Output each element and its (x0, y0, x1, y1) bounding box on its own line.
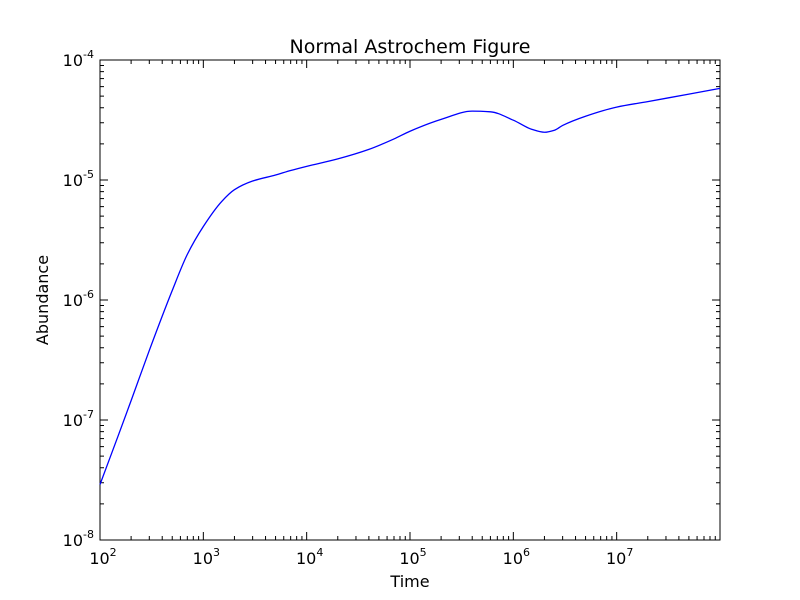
y-tick-label: 10-4 (63, 48, 94, 70)
x-axis-label: Time (389, 572, 429, 591)
y-tick-label: 10-8 (63, 528, 94, 550)
y-tick-label: 10-7 (63, 408, 94, 430)
y-axis-label: Abundance (33, 255, 52, 345)
chart-title: Normal Astrochem Figure (290, 36, 531, 58)
x-tick-label: 105 (399, 546, 426, 568)
x-tick-label: 107 (606, 546, 633, 568)
y-tick-label: 10-6 (63, 288, 94, 310)
x-tick-label: 102 (89, 546, 116, 568)
x-tick-label: 104 (296, 546, 323, 568)
series-line (99, 87, 721, 485)
x-tick-label: 103 (193, 546, 220, 568)
y-tick-label: 10-5 (63, 168, 94, 190)
x-tick-label: 106 (503, 546, 530, 568)
